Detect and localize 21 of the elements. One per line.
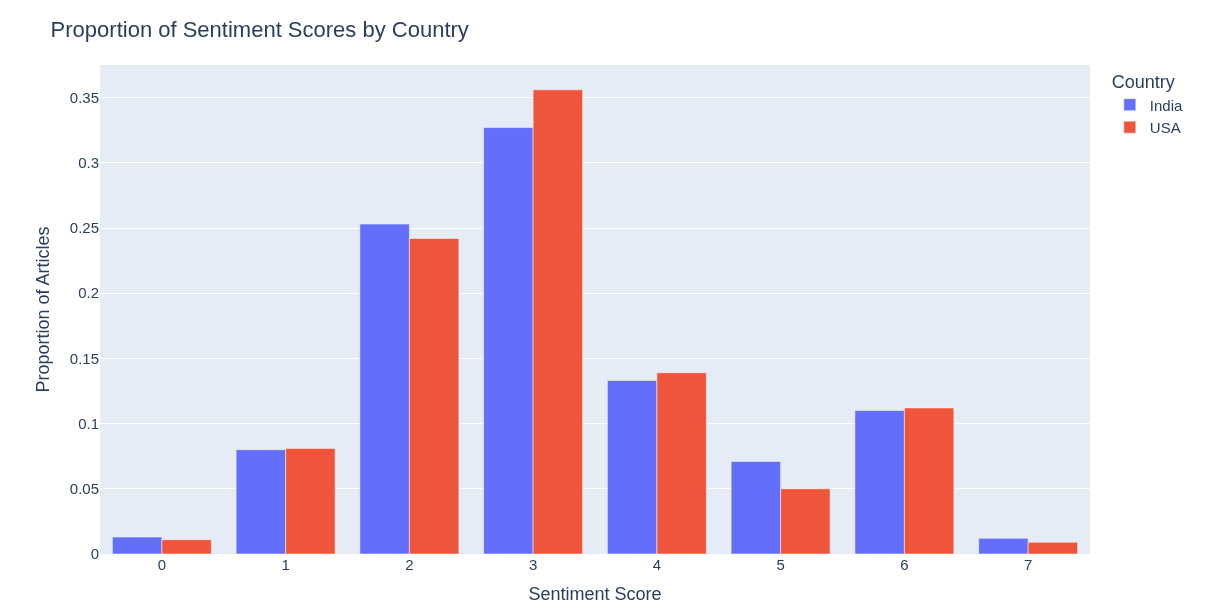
y-tick-label: 0.25 bbox=[69, 219, 99, 237]
legend-title: Country bbox=[1111, 72, 1175, 93]
x-tick-label: 1 bbox=[281, 556, 290, 573]
x-tick-label: 2 bbox=[405, 556, 414, 573]
x-axis-title: Sentiment Score bbox=[528, 584, 662, 605]
y-tick-label: 0.05 bbox=[69, 480, 99, 498]
y-tick-label: 0.2 bbox=[78, 284, 99, 302]
x-tick-label: 3 bbox=[528, 556, 538, 573]
x-tick-label: 5 bbox=[776, 556, 785, 573]
x-tick-label: 0 bbox=[157, 556, 167, 573]
y-axis-title: Proportion of Articles bbox=[33, 226, 53, 393]
legend-label: USA bbox=[1149, 119, 1181, 136]
y-tick-label: 0.3 bbox=[78, 154, 99, 172]
y-tick-label: 0.1 bbox=[78, 414, 99, 432]
y-tick-label: 0.35 bbox=[69, 88, 99, 106]
x-tick-label: 4 bbox=[652, 556, 662, 573]
legend-label: India bbox=[1149, 96, 1183, 114]
x-tick-label: 6 bbox=[900, 556, 909, 573]
y-tick-label: 0.15 bbox=[69, 349, 99, 367]
x-tick-label: 7 bbox=[1023, 556, 1033, 573]
chart-title: Proportion of Sentiment Scores by Country bbox=[50, 16, 469, 42]
